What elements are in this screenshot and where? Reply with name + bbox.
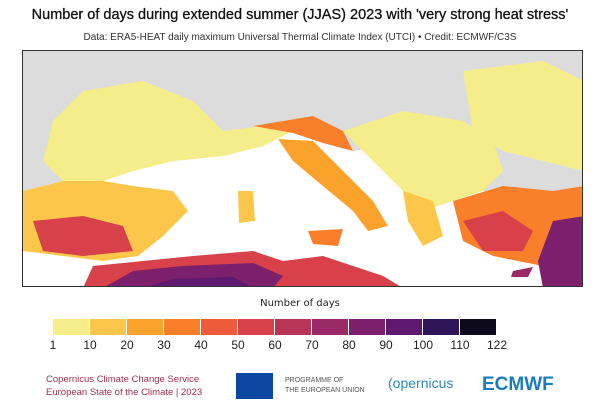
color-scale-swatch bbox=[349, 319, 385, 335]
iberia-south-heat bbox=[33, 216, 133, 256]
color-scale-swatch bbox=[238, 319, 274, 335]
color-scale-ticks: 1 10 20 30 40 50 60 70 80 90 100 110 122 bbox=[0, 338, 600, 354]
color-scale-swatch bbox=[90, 319, 126, 335]
balkans-heat bbox=[343, 111, 503, 211]
color-scale-tick: 110 bbox=[450, 338, 470, 352]
italy bbox=[278, 139, 388, 231]
copernicus-text: opernicus bbox=[392, 375, 454, 391]
italy-north-heat bbox=[253, 116, 353, 151]
map-title: Number of days during extended summer (J… bbox=[31, 7, 569, 23]
sahara-heat bbox=[149, 277, 250, 286]
color-scale-swatch bbox=[423, 319, 459, 335]
middle-east-heat bbox=[538, 216, 582, 286]
color-scale-tick: 90 bbox=[379, 338, 393, 352]
color-scale-swatch bbox=[164, 319, 200, 335]
color-scale-tick: 1 bbox=[49, 338, 57, 352]
color-scale-swatch bbox=[201, 319, 237, 335]
c3s-line2: European State of the Climate | 2023 bbox=[46, 387, 203, 398]
map-subtitle: Data: ERA5-HEAT daily maximum Universal … bbox=[83, 32, 517, 43]
c3s-logo: Copernicus Climate Change Service Europe… bbox=[46, 373, 202, 399]
color-scale-swatch bbox=[53, 319, 89, 335]
eu-line1: PROGRAMME OF bbox=[285, 377, 344, 384]
logo-footer: Copernicus Climate Change Service Europe… bbox=[0, 370, 600, 406]
eu-programme-text: PROGRAMME OF THE EUROPEAN UNION bbox=[285, 376, 365, 396]
color-scale-tick: 30 bbox=[157, 338, 171, 352]
france-heat bbox=[43, 81, 293, 181]
color-scale-tick: 80 bbox=[342, 338, 356, 352]
color-scale-tick: 70 bbox=[305, 338, 319, 352]
ecmwf-logo: ECMWF bbox=[482, 374, 554, 396]
color-scale-swatch bbox=[275, 319, 311, 335]
color-scale-tick: 50 bbox=[231, 338, 245, 352]
color-scale-tick: 20 bbox=[120, 338, 134, 352]
color-scale-bar bbox=[53, 319, 496, 335]
color-scale-tick: 60 bbox=[268, 338, 282, 352]
color-scale-tick: 10 bbox=[83, 338, 97, 352]
sicily bbox=[308, 229, 343, 246]
color-scale-swatch bbox=[460, 319, 496, 335]
color-scale-tick: 122 bbox=[486, 338, 508, 352]
legend-title: Number of days bbox=[260, 298, 340, 309]
turkey-heat bbox=[463, 211, 533, 251]
greece bbox=[403, 191, 443, 246]
east-heat bbox=[463, 61, 582, 171]
eu-flag-icon bbox=[236, 373, 273, 399]
sardinia bbox=[238, 191, 255, 223]
eu-line2: THE EUROPEAN UNION bbox=[285, 387, 365, 394]
color-scale-swatch bbox=[312, 319, 348, 335]
copernicus-logo: (opernicus bbox=[388, 375, 454, 391]
cyprus bbox=[511, 267, 533, 277]
heat-stress-map bbox=[22, 50, 583, 287]
color-scale-swatch bbox=[386, 319, 422, 335]
color-scale-tick: 40 bbox=[194, 338, 208, 352]
color-scale-swatch bbox=[127, 319, 163, 335]
ecmwf-text: ECMWF bbox=[482, 374, 554, 395]
color-scale-tick: 100 bbox=[412, 338, 434, 352]
c3s-line1: Copernicus Climate Change Service bbox=[46, 374, 200, 385]
